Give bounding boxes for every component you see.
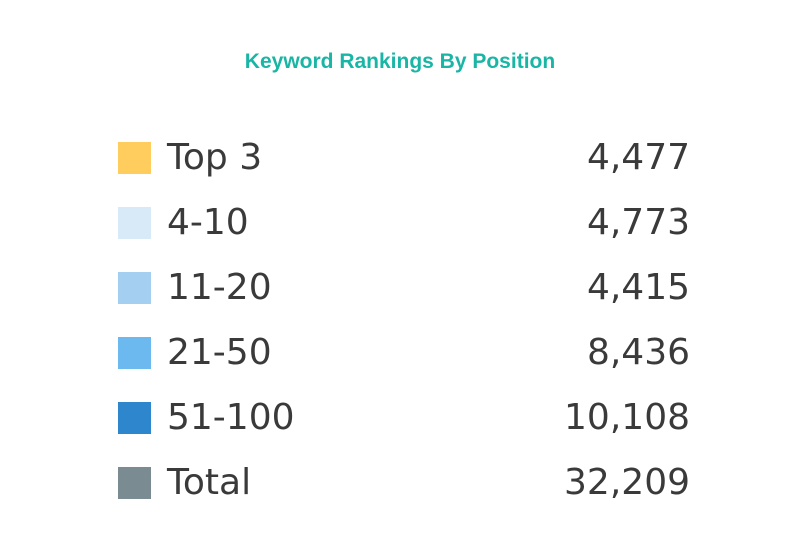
legend-swatch <box>118 207 151 239</box>
legend-label: 21-50 <box>167 332 272 373</box>
legend-row: Total 32,209 <box>118 451 690 516</box>
chart-title: Keyword Rankings By Position <box>244 50 556 73</box>
legend-value: 4,773 <box>586 202 690 243</box>
legend-value: 32,209 <box>564 462 690 503</box>
rankings-legend-table: Top 3 4,477 4-10 4,773 11-20 4,415 21-50 8,436 5… <box>118 126 690 516</box>
legend-row: 51-100 10,108 <box>118 386 690 451</box>
legend-label: Top 3 <box>167 137 263 178</box>
legend-row: 4-10 4,773 <box>118 191 690 256</box>
legend-label: 11-20 <box>167 267 272 308</box>
legend-swatch <box>118 272 151 304</box>
legend-value: 10,108 <box>564 397 690 438</box>
legend-label: Total <box>167 462 252 503</box>
legend-swatch <box>118 142 151 174</box>
legend-row: 11-20 4,415 <box>118 256 690 321</box>
legend-value: 4,477 <box>586 137 690 178</box>
legend-swatch <box>118 467 151 499</box>
legend-value: 8,436 <box>586 332 690 373</box>
legend-swatch <box>118 402 151 434</box>
legend-row: 21-50 8,436 <box>118 321 690 386</box>
legend-label: 4-10 <box>167 202 249 243</box>
legend-swatch <box>118 337 151 369</box>
legend-row: Top 3 4,477 <box>118 126 690 191</box>
legend-value: 4,415 <box>586 267 690 308</box>
legend-label: 51-100 <box>167 397 295 438</box>
